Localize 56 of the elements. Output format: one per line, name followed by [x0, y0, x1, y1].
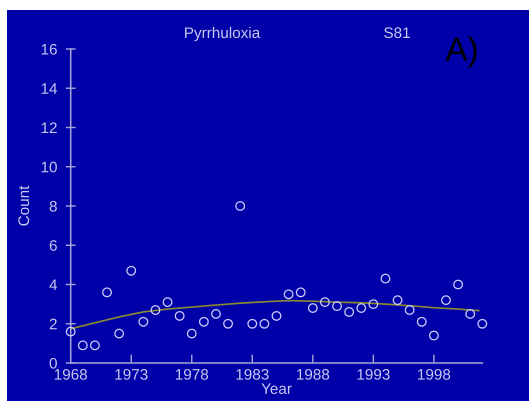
y-tick-label: 0 — [50, 358, 57, 369]
point — [465, 309, 476, 319]
point — [126, 266, 136, 276]
y-tick-label: 12 — [42, 122, 57, 134]
point — [320, 297, 330, 308]
point — [284, 289, 294, 300]
point — [90, 340, 100, 350]
point — [235, 201, 246, 211]
point — [186, 328, 197, 338]
x-tick-label: 1988 — [296, 368, 330, 380]
point — [477, 318, 488, 329]
point — [198, 316, 209, 327]
point — [296, 287, 306, 298]
chart-subtitle: S81 — [384, 27, 410, 38]
point — [66, 326, 76, 337]
x-tick-label: 1998 — [418, 368, 450, 380]
point — [102, 287, 112, 298]
point — [344, 307, 354, 317]
point — [428, 330, 439, 340]
x-tick-label: 1978 — [176, 368, 208, 380]
y-tick-label: 14 — [42, 83, 58, 94]
y-tick-label: 8 — [50, 200, 57, 212]
point — [308, 303, 318, 313]
x-tick-label: 1983 — [236, 368, 269, 380]
x-tick-label: 1968 — [54, 368, 88, 380]
y-tick-label: 6 — [50, 240, 57, 251]
point — [453, 280, 464, 290]
x-tick-label: 1993 — [358, 368, 390, 380]
point — [211, 309, 221, 319]
point — [404, 305, 415, 315]
point — [392, 295, 402, 306]
point — [356, 303, 366, 313]
point — [114, 328, 124, 338]
annotation: A) — [445, 36, 477, 68]
point — [368, 299, 378, 310]
point — [150, 305, 160, 315]
point — [380, 274, 390, 284]
x-axis-title: Year — [261, 383, 292, 394]
point — [416, 316, 427, 327]
y-axis-title: Count — [18, 186, 30, 226]
chart-title: Pyrrhuloxia — [185, 26, 260, 42]
x-tick-label: 1973 — [115, 368, 148, 380]
point — [138, 316, 148, 327]
point — [162, 297, 172, 308]
point — [441, 295, 451, 306]
point — [78, 340, 88, 350]
point — [332, 301, 342, 312]
point — [223, 318, 234, 329]
y-tick-label: 16 — [42, 44, 57, 55]
y-tick-label: 4 — [49, 280, 58, 290]
y-tick-label: 10 — [42, 162, 57, 172]
point — [247, 318, 258, 329]
point — [259, 318, 270, 329]
y-tick-label: 2 — [50, 318, 57, 330]
point — [174, 310, 185, 321]
point — [272, 310, 282, 321]
